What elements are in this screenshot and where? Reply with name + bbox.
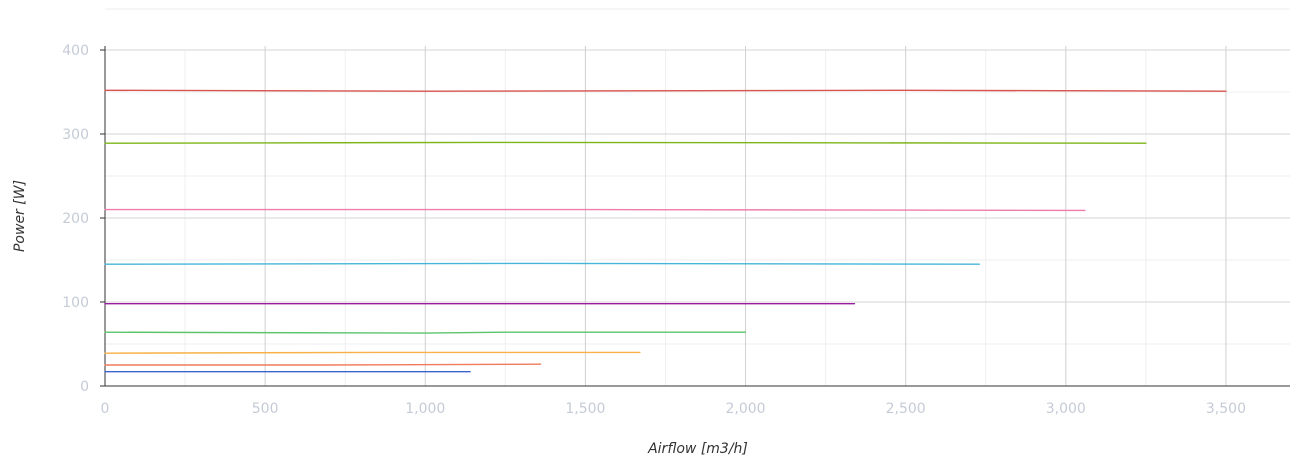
y-tick-label: 0 <box>80 379 89 395</box>
x-tick-label: 500 <box>252 401 279 417</box>
series-line-9 <box>104 89 1227 92</box>
x-tick-label: 1,000 <box>405 401 445 417</box>
series-line-6 <box>104 262 980 265</box>
series-line-8 <box>104 141 1147 144</box>
y-tick-label: 100 <box>62 295 89 311</box>
y-tick-label: 300 <box>62 127 89 143</box>
x-tick-label: 1,500 <box>565 401 605 417</box>
y-axis-title: Power [W] <box>12 180 28 252</box>
x-axis-title: Airflow [m3/h] <box>647 441 748 457</box>
y-tick-label: 400 <box>62 43 89 59</box>
x-tick-label: 2,500 <box>886 401 926 417</box>
series-lines <box>104 89 1227 373</box>
series-line-4 <box>104 331 747 334</box>
x-tick-label: 3,000 <box>1046 401 1086 417</box>
series-line-2 <box>104 363 542 366</box>
axes <box>100 46 1290 387</box>
x-tick-label: 2,000 <box>725 401 765 417</box>
y-tick-label: 200 <box>62 211 89 227</box>
x-tick-label: 3,500 <box>1206 401 1246 417</box>
series-line-3 <box>104 351 641 354</box>
tick-labels: 0 100 200 300 400 0 500 1,000 1,500 2,000 2,500 3,0… <box>62 43 1246 417</box>
grid <box>105 46 1290 386</box>
x-tick-label: 0 <box>101 401 110 417</box>
series-line-7 <box>104 208 1086 212</box>
